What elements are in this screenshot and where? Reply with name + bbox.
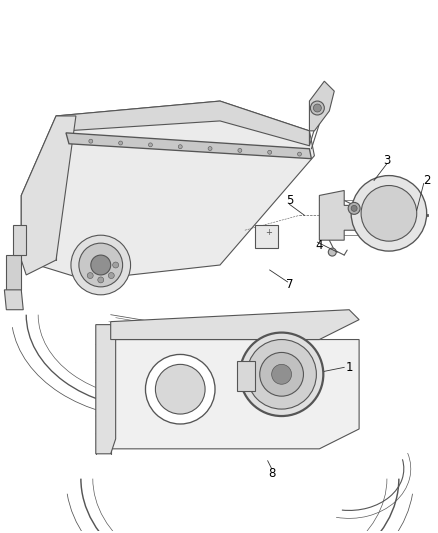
Polygon shape [319,190,359,240]
Text: 4: 4 [316,239,323,252]
Polygon shape [13,225,26,255]
Polygon shape [237,361,255,391]
Circle shape [98,277,104,283]
Polygon shape [111,340,359,449]
Circle shape [178,145,182,149]
Circle shape [348,203,360,214]
Circle shape [91,255,111,275]
Circle shape [108,272,114,279]
Polygon shape [96,325,116,454]
Text: 8: 8 [268,467,276,480]
Polygon shape [21,101,314,280]
Polygon shape [4,290,23,310]
Circle shape [119,141,123,145]
Circle shape [79,243,123,287]
Circle shape [155,365,205,414]
Polygon shape [111,310,359,340]
Circle shape [361,185,417,241]
Text: 3: 3 [383,154,391,167]
Circle shape [260,352,304,396]
Circle shape [268,150,272,154]
Circle shape [351,175,427,251]
Text: 5: 5 [286,194,293,207]
Circle shape [145,354,215,424]
Circle shape [148,143,152,147]
Polygon shape [255,225,278,248]
Circle shape [311,101,324,115]
Circle shape [240,333,323,416]
Circle shape [328,248,336,256]
Polygon shape [7,255,21,290]
Circle shape [87,272,93,279]
Polygon shape [21,116,76,275]
Circle shape [351,205,357,212]
Text: +: + [265,228,272,237]
Circle shape [314,104,321,112]
Polygon shape [56,101,309,146]
Circle shape [238,148,242,152]
Text: 1: 1 [346,361,353,374]
Circle shape [89,139,93,143]
Circle shape [208,147,212,150]
Circle shape [272,365,292,384]
Text: 2: 2 [423,174,431,187]
Circle shape [71,235,131,295]
Circle shape [247,340,316,409]
Circle shape [297,152,301,156]
Polygon shape [309,81,334,131]
Text: 7: 7 [286,278,293,292]
Circle shape [113,262,119,268]
Polygon shape [66,133,311,159]
